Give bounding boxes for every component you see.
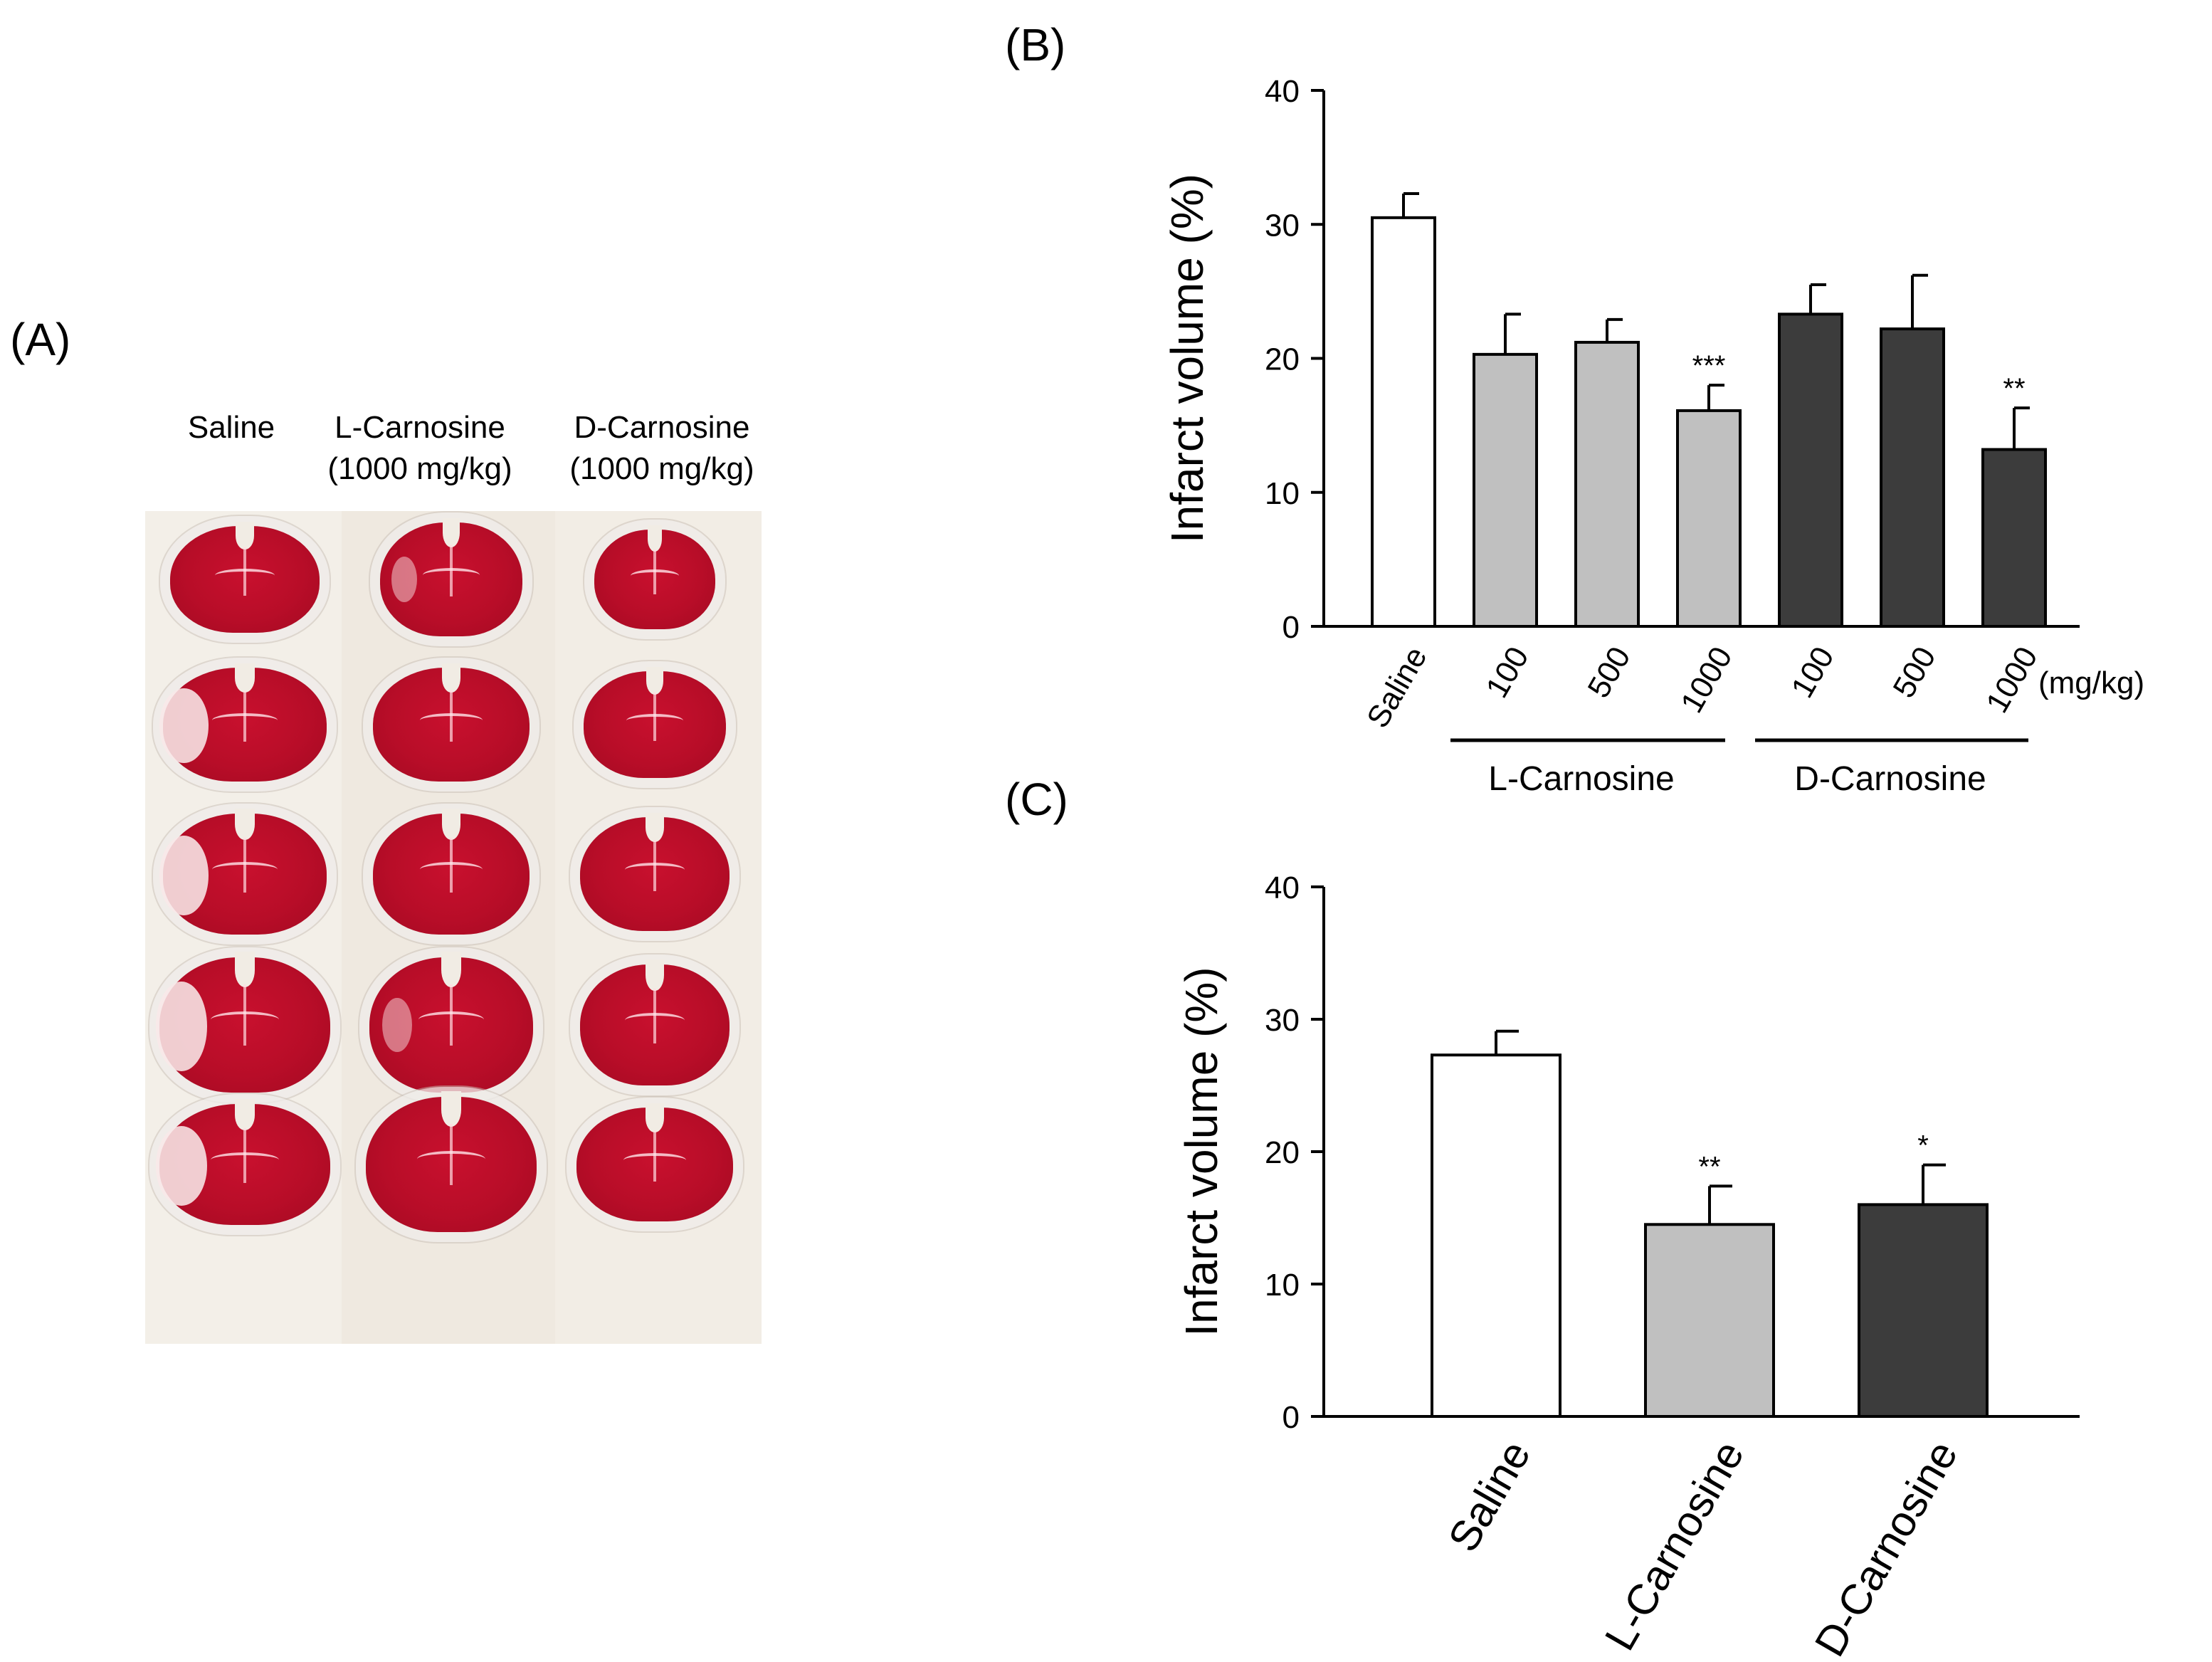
- y-tick-label: 10: [1265, 1268, 1300, 1303]
- column-header-l-carnosine: L-Carnosine (1000 mg/kg): [299, 407, 541, 490]
- bar: [1676, 409, 1742, 628]
- brain-slice: [380, 517, 522, 636]
- y-tick-label: 0: [1283, 1400, 1300, 1435]
- bar: [1981, 448, 2047, 628]
- column-name: Saline: [187, 410, 275, 445]
- column-dose: (1000 mg/kg): [327, 451, 512, 486]
- panel-c-label: (C): [1005, 774, 1068, 825]
- brain-slice-photo: [145, 511, 762, 1344]
- column-name: D-Carnosine: [574, 410, 750, 445]
- y-tick-label: 30: [1265, 1003, 1300, 1038]
- brain-slice: [170, 522, 320, 633]
- brain-slice: [156, 952, 330, 1093]
- bar: [1431, 1053, 1561, 1418]
- brain-slice: [159, 663, 327, 782]
- category-label: Saline: [1439, 1433, 1539, 1560]
- brain-slice: [580, 959, 730, 1085]
- panel-a-label: (A): [10, 314, 71, 365]
- group-label: D-Carnosine: [1794, 760, 1986, 798]
- significance-label: ***: [1692, 350, 1726, 382]
- brain-slice: [159, 809, 327, 935]
- brain-slice: [373, 809, 530, 935]
- significance-label: *: [1917, 1130, 1929, 1162]
- category-label: D-Carnosine: [1806, 1433, 1966, 1662]
- bar: [1880, 327, 1945, 628]
- panel-a: (A) Saline L-Carnosine (1000 mg/kg) D-Ca…: [0, 0, 797, 1662]
- brain-slice: [373, 663, 530, 782]
- y-tick-label: 40: [1265, 871, 1300, 905]
- column-dose: (1000 mg/kg): [569, 451, 754, 486]
- y-tick-label: 40: [1265, 74, 1300, 109]
- significance-label: **: [2003, 373, 2025, 404]
- y-axis-label: Infarct volume (%): [1162, 174, 1213, 543]
- brain-slice: [156, 1099, 330, 1225]
- column-name: L-Carnosine: [335, 410, 505, 445]
- y-tick-label: 30: [1265, 208, 1300, 243]
- y-tick-label: 0: [1283, 610, 1300, 645]
- brain-slice: [369, 952, 533, 1093]
- significance-label: **: [1698, 1151, 1720, 1182]
- brain-slice: [584, 667, 726, 778]
- bar: [1574, 340, 1640, 628]
- column-header-d-carnosine: D-Carnosine (1000 mg/kg): [541, 407, 783, 490]
- y-axis-label: Infarct volume (%): [1176, 967, 1227, 1336]
- panel-b-label: (B): [1005, 19, 1066, 70]
- bar: [1644, 1223, 1775, 1419]
- unit-label: (mg/kg): [2038, 666, 2144, 700]
- brain-slice: [580, 812, 730, 931]
- y-tick-label: 20: [1265, 342, 1300, 377]
- bar: [1473, 352, 1538, 628]
- column-header-saline: Saline: [153, 407, 310, 448]
- brain-slice: [594, 525, 715, 629]
- group-label: L-Carnosine: [1488, 760, 1674, 798]
- bar: [1778, 312, 1843, 628]
- y-tick-label: 20: [1265, 1135, 1300, 1170]
- bar: [1371, 216, 1436, 628]
- y-tick-label: 10: [1265, 476, 1300, 511]
- brain-slice: [576, 1103, 733, 1221]
- brain-slice: [366, 1091, 537, 1232]
- category-label: L-Carnosine: [1596, 1433, 1753, 1658]
- bar: [1858, 1203, 1989, 1419]
